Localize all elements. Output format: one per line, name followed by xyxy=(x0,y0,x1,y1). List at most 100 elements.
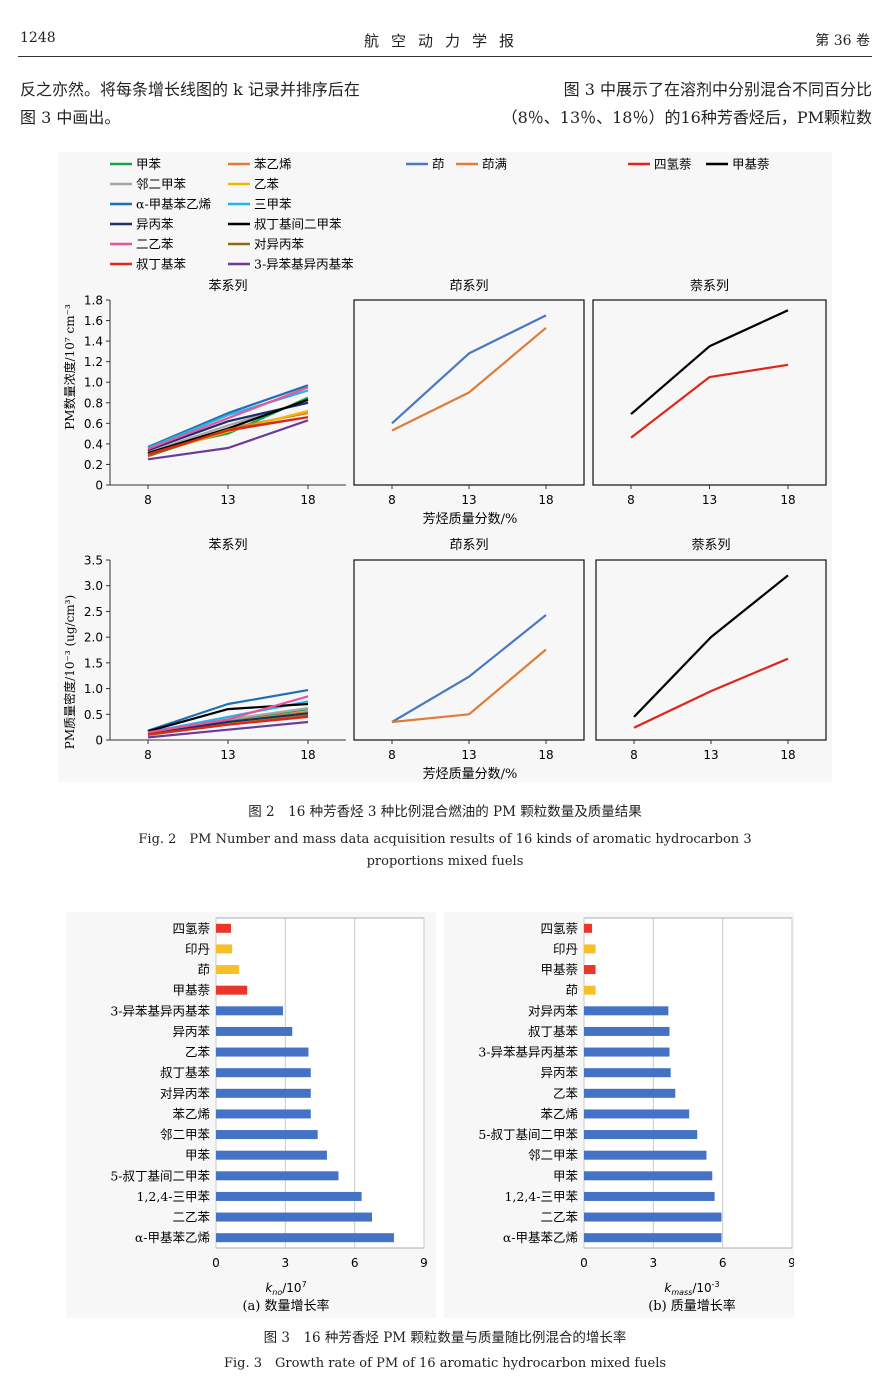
series-line xyxy=(147,720,309,739)
category-label: 叔丁基苯 xyxy=(160,1065,211,1080)
bar xyxy=(584,985,596,995)
category-label: 1,2,4-三甲苯 xyxy=(504,1189,578,1204)
series-line xyxy=(147,689,309,732)
bar xyxy=(584,1233,722,1243)
legend-item: 叔丁基苯 xyxy=(110,257,187,272)
legend-label: 二乙苯 xyxy=(136,237,174,252)
text-line: 反之亦然。将每条增长线图的 k 记录并排序后在 xyxy=(20,80,360,99)
legend-label: 3-异苯基异丙基苯 xyxy=(254,257,354,272)
legend-item: 二乙苯 xyxy=(110,237,174,252)
category-label: 二乙苯 xyxy=(172,1210,210,1225)
category-label: 甲基萘 xyxy=(540,962,578,977)
category-label: α-甲基苯乙烯 xyxy=(503,1230,578,1245)
panel-frame xyxy=(595,559,827,741)
bar xyxy=(216,1047,309,1057)
bar xyxy=(216,1233,394,1243)
bar xyxy=(216,944,233,954)
x-tick-label: 18 xyxy=(780,493,795,507)
legend-item: 3-异苯基异丙基苯 xyxy=(228,257,354,272)
x-tick-label: 9 xyxy=(788,1256,794,1270)
subfigure-label-a: (a) 数量增长率 xyxy=(242,1298,329,1314)
category-label: 异丙苯 xyxy=(540,1065,578,1080)
category-label: 对异丙苯 xyxy=(160,1086,211,1101)
x-axis-label: kno/107 xyxy=(265,1280,306,1297)
category-label: 四氢萘 xyxy=(172,921,210,936)
text-line: （8％、13％、18％）的16种芳香烃后，PM颗粒数 xyxy=(501,108,872,127)
legend-label: 四氢萘 xyxy=(654,157,692,172)
x-tick-label: 8 xyxy=(627,493,635,507)
category-label: 四氢萘 xyxy=(540,921,578,936)
x-tick-label: 18 xyxy=(538,493,553,507)
page-header: 1248 航空动力学报 第 36 卷 xyxy=(0,28,890,54)
chart-panels: 苯系列 0 0.2 0.4 0.6 0.8 1.0 1.2 1.4 1.6 1.8 8 13 18 茚系列 8… xyxy=(84,279,827,762)
x-tick-label: 8 xyxy=(388,493,396,507)
legend-label: 异丙苯 xyxy=(136,217,174,232)
category-label: 苯乙烯 xyxy=(540,1106,578,1121)
legend-item: 茚满 xyxy=(456,157,507,172)
series-line xyxy=(147,702,309,733)
x-axis-label-bottom: 芳烃质量分数/% xyxy=(423,767,518,782)
legend-item: 三甲苯 xyxy=(228,197,292,212)
x-tick-label: 8 xyxy=(388,748,396,762)
legend-label: 三甲苯 xyxy=(254,197,292,212)
y-tick-label: 0.4 xyxy=(84,437,103,451)
category-label: 叔丁基苯 xyxy=(528,1024,579,1039)
y-tick-label: 1.0 xyxy=(84,376,103,390)
journal-name: 航空动力学报 xyxy=(363,32,526,50)
body-text-left: 反之亦然。将每条增长线图的 k 记录并排序后在 图 3 中画出。 xyxy=(20,76,360,132)
x-tick-label: 3 xyxy=(282,1256,290,1270)
series-line xyxy=(391,614,547,723)
bar xyxy=(584,1068,671,1078)
legend-item: 四氢萘 xyxy=(628,157,692,172)
category-label: 乙苯 xyxy=(185,1045,211,1060)
panel-title: 茚系列 xyxy=(449,538,488,553)
y-axis-label-top: PM数量浓度/10⁷ cm⁻³ xyxy=(62,304,77,430)
panel-title: 苯系列 xyxy=(208,279,247,294)
y-tick-label: 0.2 xyxy=(84,458,103,472)
category-label: 异丙苯 xyxy=(172,1024,210,1039)
y-tick-label: 2.0 xyxy=(84,631,103,645)
y-tick-label: 3.0 xyxy=(84,579,103,593)
legend-item: 叔丁基间二甲苯 xyxy=(228,217,342,232)
legend-label: 邻二甲苯 xyxy=(136,177,187,192)
x-tick-label: 13 xyxy=(220,748,235,762)
category-label: 苯乙烯 xyxy=(172,1106,210,1121)
category-label: 邻二甲苯 xyxy=(160,1127,211,1142)
y-tick-label: 2.5 xyxy=(84,605,103,619)
subfigure-label-b: (b) 质量增长率 xyxy=(648,1298,736,1314)
category-label: 3-异苯基异丙基苯 xyxy=(478,1045,578,1060)
bar xyxy=(584,1150,707,1160)
text-line: 图 3 中展示了在溶剂中分别混合不同百分比 xyxy=(563,80,872,99)
bar xyxy=(216,1026,293,1036)
x-tick-label: 13 xyxy=(703,748,718,762)
bar xyxy=(584,1006,669,1016)
line-panel: 苯系列 0 0.2 0.4 0.6 0.8 1.0 1.2 1.4 1.6 1.8 8 13 18 xyxy=(84,279,346,507)
bar xyxy=(584,1109,690,1119)
x-tick-label: 18 xyxy=(780,748,795,762)
panel-frame xyxy=(592,299,827,486)
x-tick-label: 6 xyxy=(719,1256,727,1270)
legend-label: 甲苯 xyxy=(136,157,162,172)
x-tick-label: 18 xyxy=(538,748,553,762)
bar xyxy=(216,1006,284,1016)
series-line xyxy=(147,416,309,456)
series-line xyxy=(633,574,789,718)
x-tick-label: 18 xyxy=(300,748,315,762)
panel-title: 萘系列 xyxy=(691,538,730,553)
header-rule xyxy=(18,56,872,57)
bar xyxy=(216,1088,311,1098)
figure-2: 甲苯 苯乙烯 邻二甲苯 乙苯 α-甲基苯乙烯 三甲苯 异丙苯 叔丁基间二甲苯 二乙苯 对异丙苯 叔丁… xyxy=(58,152,832,782)
line-panel: 萘系列 8 13 18 xyxy=(595,538,827,762)
x-axis-label-top: 芳烃质量分数/% xyxy=(423,512,518,527)
y-tick-label: 0.6 xyxy=(84,417,103,431)
legend-label: 甲基萘 xyxy=(732,157,770,172)
bar xyxy=(584,1212,722,1222)
bar xyxy=(216,965,240,975)
bar xyxy=(584,1171,713,1181)
category-label: 3-异苯基异丙基苯 xyxy=(110,1003,210,1018)
category-label: 印丹 xyxy=(553,941,578,956)
series-line xyxy=(147,386,309,451)
